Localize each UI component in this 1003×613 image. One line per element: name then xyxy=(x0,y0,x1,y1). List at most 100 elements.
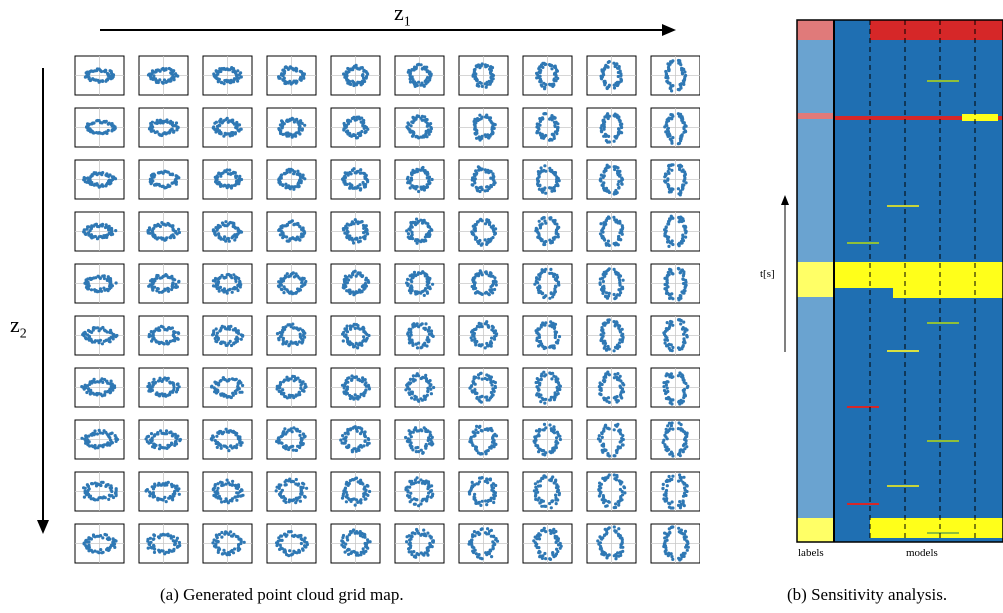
model-thin-line xyxy=(847,503,879,505)
grid-cell xyxy=(522,211,573,252)
grid-cell xyxy=(138,419,189,460)
grid-cell xyxy=(522,471,573,512)
grid-cell xyxy=(138,211,189,252)
grid-cell xyxy=(522,367,573,408)
grid-cell xyxy=(330,315,381,356)
model-thin-line xyxy=(887,205,919,207)
grid-cell xyxy=(394,471,445,512)
grid-cell xyxy=(266,367,317,408)
grid-cell xyxy=(74,419,125,460)
models-axis-text: models xyxy=(906,547,938,559)
sensitivity-heatmap xyxy=(781,19,1003,543)
grid-cell xyxy=(458,211,509,252)
z1-label-text: z xyxy=(394,0,404,25)
grid-cell xyxy=(394,263,445,304)
grid-cell xyxy=(522,55,573,96)
grid-cell xyxy=(586,55,637,96)
grid-cell xyxy=(458,367,509,408)
grid-cell xyxy=(458,107,509,148)
model-band-red-mid xyxy=(834,116,1003,120)
grid-cell xyxy=(522,107,573,148)
grid-cell xyxy=(394,107,445,148)
grid-cell xyxy=(266,159,317,200)
grid-cell xyxy=(266,263,317,304)
grid-cell xyxy=(202,367,253,408)
model-thin-line xyxy=(887,350,919,352)
grid-cell xyxy=(202,211,253,252)
t-axis-label: t[s] xyxy=(760,268,775,280)
grid-cell xyxy=(650,367,700,408)
grid-cell xyxy=(394,523,445,564)
grid-cell xyxy=(650,263,700,304)
z2-axis-label: z2 xyxy=(10,312,27,342)
grid-cell xyxy=(394,159,445,200)
z1-arrow-head xyxy=(662,24,676,36)
grid-cell xyxy=(394,315,445,356)
grid-cell xyxy=(202,471,253,512)
grid-cell xyxy=(586,315,637,356)
caption-b: (b) Sensitivity analysis. xyxy=(787,585,948,604)
grid-cell xyxy=(522,159,573,200)
model-thin-line xyxy=(887,485,919,487)
grid-cell xyxy=(394,55,445,96)
grid-cell xyxy=(330,523,381,564)
model-band-yellow-large-tail xyxy=(893,288,1003,298)
grid-cell xyxy=(202,263,253,304)
grid-cell xyxy=(458,263,509,304)
grid-cell xyxy=(330,107,381,148)
grid-cell xyxy=(586,419,637,460)
grid-cell xyxy=(74,107,125,148)
grid-cell xyxy=(458,471,509,512)
grid-cell xyxy=(266,471,317,512)
grid-cell xyxy=(458,55,509,96)
grid-cell xyxy=(650,159,700,200)
grid-cell xyxy=(522,263,573,304)
grid-cell xyxy=(586,523,637,564)
model-thin-line xyxy=(927,322,959,324)
grid-cell xyxy=(74,367,125,408)
label-band-yellow-bottom xyxy=(797,518,834,542)
grid-cell xyxy=(202,55,253,96)
grid-cell xyxy=(458,315,509,356)
grid-cell xyxy=(138,523,189,564)
sensitivity-analysis-figure: t[s] labels models xyxy=(740,0,1003,580)
grid-cell xyxy=(138,159,189,200)
grid-cell xyxy=(650,419,700,460)
model-band-red-top xyxy=(870,20,1003,40)
grid-cell xyxy=(522,419,573,460)
grid-cell xyxy=(394,367,445,408)
grid-cell xyxy=(202,419,253,460)
grid-cell xyxy=(394,419,445,460)
grid-cell xyxy=(138,471,189,512)
caption-a: (a) Generated point cloud grid map. xyxy=(160,585,404,604)
grid-cell xyxy=(586,263,637,304)
z1-axis-label: z1 xyxy=(394,0,411,30)
grid-cell xyxy=(74,211,125,252)
z1-label-subscript: 1 xyxy=(403,14,411,30)
grid-cell xyxy=(74,523,125,564)
grid-cell xyxy=(522,315,573,356)
labels-axis-text: labels xyxy=(798,547,824,559)
grid-cell xyxy=(74,263,125,304)
grid-cell xyxy=(458,523,509,564)
grid-cell xyxy=(202,107,253,148)
z2-label-text: z xyxy=(10,312,20,337)
grid-cell xyxy=(202,159,253,200)
grid-cell xyxy=(266,523,317,564)
grid-cell xyxy=(138,107,189,148)
grid-cell xyxy=(266,107,317,148)
grid-cell xyxy=(650,55,700,96)
grid-cell xyxy=(138,263,189,304)
grid-cell xyxy=(458,419,509,460)
grid-cell xyxy=(74,315,125,356)
model-thin-line xyxy=(927,80,959,82)
model-thin-line xyxy=(847,406,879,408)
grid-cell xyxy=(74,55,125,96)
z2-arrow-head xyxy=(37,520,49,534)
grid-cell xyxy=(330,367,381,408)
grid-cell xyxy=(202,523,253,564)
model-band-yellow-bottom xyxy=(870,518,1003,538)
label-band-red-mid xyxy=(797,113,834,119)
z2-label-subscript: 2 xyxy=(19,326,27,342)
grid-cell xyxy=(522,523,573,564)
